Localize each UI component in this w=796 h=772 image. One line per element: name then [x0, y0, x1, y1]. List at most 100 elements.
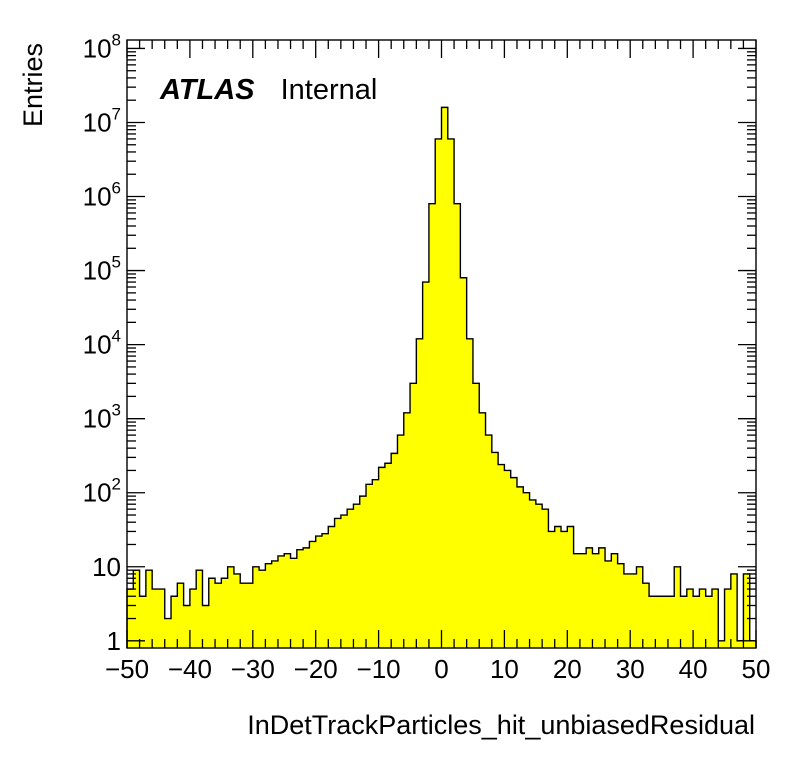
atlas-label: ATLAS Internal [159, 74, 377, 106]
histogram-bar [649, 596, 656, 648]
y-tick-label: 106 [83, 179, 121, 212]
histogram-bar [328, 526, 335, 648]
histogram-bar [397, 435, 405, 648]
histogram-bar [391, 453, 398, 648]
histogram-bar [705, 596, 713, 648]
histogram-bar [378, 467, 386, 648]
histogram-bar [523, 492, 530, 648]
x-tick-label: −10 [357, 654, 401, 684]
histogram-bar [290, 558, 298, 648]
axis-ticks [126, 40, 757, 648]
histogram-bar [315, 536, 323, 648]
histogram-bar [592, 553, 600, 648]
histogram-bar [743, 573, 751, 648]
histogram-bar [303, 547, 310, 648]
histogram-bar [516, 486, 524, 648]
y-axis-label: Entries [18, 43, 48, 127]
histogram-bar [164, 618, 172, 648]
histogram-bar [227, 566, 235, 648]
histogram-bar [183, 605, 191, 648]
histogram-bar [366, 484, 373, 648]
y-tick-label: 102 [83, 475, 121, 508]
histogram-bar [208, 578, 216, 648]
y-tick-label: 104 [83, 327, 121, 360]
histogram-bar [485, 435, 493, 648]
histogram-bar [529, 499, 537, 648]
histogram-bar [542, 509, 549, 648]
histogram-bar [152, 589, 159, 648]
histogram-bar [215, 583, 222, 648]
histogram-bar [416, 338, 424, 648]
histogram-bar [535, 504, 543, 648]
histogram-bar [265, 563, 273, 648]
x-tick-label: −40 [168, 654, 212, 684]
histogram-bar [554, 526, 562, 648]
histogram-bar [466, 338, 474, 648]
histogram-bar [284, 553, 291, 648]
histogram-bar [422, 282, 430, 648]
histogram-bars [127, 107, 757, 648]
histogram-bar [460, 277, 468, 648]
histogram-bar [737, 640, 744, 648]
x-tick-label: 10 [490, 654, 519, 684]
x-tick-label: 50 [742, 654, 771, 684]
histogram-bar [693, 596, 700, 648]
y-tick-label: 107 [83, 104, 121, 137]
histogram-bar [686, 589, 694, 648]
histogram-bar [410, 383, 417, 648]
x-tick-label: 20 [553, 654, 582, 684]
histogram-bar [749, 640, 757, 648]
atlas-label-bold: ATLAS [159, 74, 255, 106]
x-tick-label: −20 [294, 654, 338, 684]
histogram-bar [359, 496, 367, 648]
histogram-bar [699, 589, 707, 648]
histogram-bar [598, 547, 606, 648]
histogram-bar [498, 464, 505, 648]
histogram-bar [177, 583, 185, 648]
atlas-label-status: Internal [281, 74, 378, 106]
histogram-bar [246, 583, 254, 648]
histogram-bar [579, 553, 587, 648]
x-tick-label: 40 [679, 654, 708, 684]
x-tick-label: 0 [434, 654, 448, 684]
histogram-bar [133, 570, 140, 648]
histogram-bar [636, 566, 644, 648]
histogram-bar [221, 578, 229, 648]
histogram-bar [139, 596, 147, 648]
histogram-bar [611, 553, 619, 648]
histogram-bar [441, 107, 449, 648]
histogram-bar [240, 583, 247, 648]
x-tick-label: −50 [105, 654, 149, 684]
histogram-bar [353, 504, 361, 648]
histogram-bar [372, 479, 379, 648]
histogram-bar [642, 583, 650, 648]
histogram-bar [630, 573, 637, 648]
histogram-bar [233, 573, 241, 648]
histogram-bar [189, 589, 197, 648]
histogram-bar [680, 596, 688, 648]
histogram-bar [277, 555, 285, 648]
histogram-bar [340, 515, 348, 648]
histogram-bar [504, 470, 512, 648]
histogram-bar [510, 477, 518, 648]
histogram-bar [724, 589, 732, 648]
histogram-bar [259, 570, 266, 648]
histogram-bar [384, 463, 392, 648]
y-tick-label: 105 [83, 253, 121, 286]
y-tick-label: 108 [83, 30, 121, 63]
histogram-bar [435, 138, 442, 648]
histogram-bar [674, 566, 681, 648]
histogram-bar [334, 518, 342, 648]
histogram-bar [605, 560, 612, 648]
x-tick-labels: −50 −40 −30 −20 −10 0 10 20 30 40 50 [105, 654, 771, 684]
histogram-bar [573, 553, 581, 648]
y-tick-label: 103 [83, 401, 121, 434]
histogram-bar [403, 412, 411, 648]
histogram-bar [447, 138, 455, 648]
x-tick-label: 30 [616, 654, 645, 684]
histogram-bar [171, 596, 178, 648]
x-tick-label: −30 [231, 654, 275, 684]
histogram-bar [655, 596, 663, 648]
histogram-bar [252, 566, 260, 648]
histogram-bar [617, 563, 625, 648]
